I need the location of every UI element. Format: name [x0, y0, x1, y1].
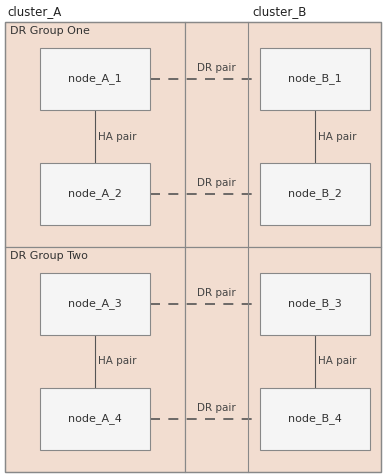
- Text: DR pair: DR pair: [197, 288, 236, 298]
- Text: DR pair: DR pair: [197, 63, 236, 73]
- Text: node_A_3: node_A_3: [68, 298, 122, 309]
- Bar: [5, 247, 185, 472]
- Text: node_B_4: node_B_4: [288, 414, 341, 425]
- Text: node_A_4: node_A_4: [68, 414, 122, 425]
- Text: node_A_2: node_A_2: [68, 188, 122, 199]
- Bar: [260, 388, 370, 450]
- Text: HA pair: HA pair: [317, 357, 356, 367]
- Bar: [260, 273, 370, 335]
- Text: HA pair: HA pair: [98, 357, 137, 367]
- Bar: [185, 22, 381, 247]
- Bar: [260, 48, 370, 110]
- Bar: [40, 163, 150, 225]
- Text: DR Group One: DR Group One: [10, 26, 90, 36]
- Text: node_B_2: node_B_2: [288, 188, 341, 199]
- Bar: [185, 247, 381, 472]
- Text: HA pair: HA pair: [98, 131, 137, 141]
- Text: node_B_1: node_B_1: [288, 74, 341, 84]
- Text: HA pair: HA pair: [317, 131, 356, 141]
- Text: node_A_1: node_A_1: [68, 74, 122, 84]
- Text: DR pair: DR pair: [197, 403, 236, 413]
- Bar: [40, 388, 150, 450]
- Bar: [5, 22, 185, 247]
- Bar: [40, 48, 150, 110]
- Bar: [40, 273, 150, 335]
- Text: cluster_B: cluster_B: [252, 5, 307, 18]
- Text: cluster_A: cluster_A: [7, 5, 61, 18]
- Bar: [260, 163, 370, 225]
- Text: DR pair: DR pair: [197, 178, 236, 188]
- Text: node_B_3: node_B_3: [288, 298, 341, 309]
- Text: DR Group Two: DR Group Two: [10, 251, 88, 261]
